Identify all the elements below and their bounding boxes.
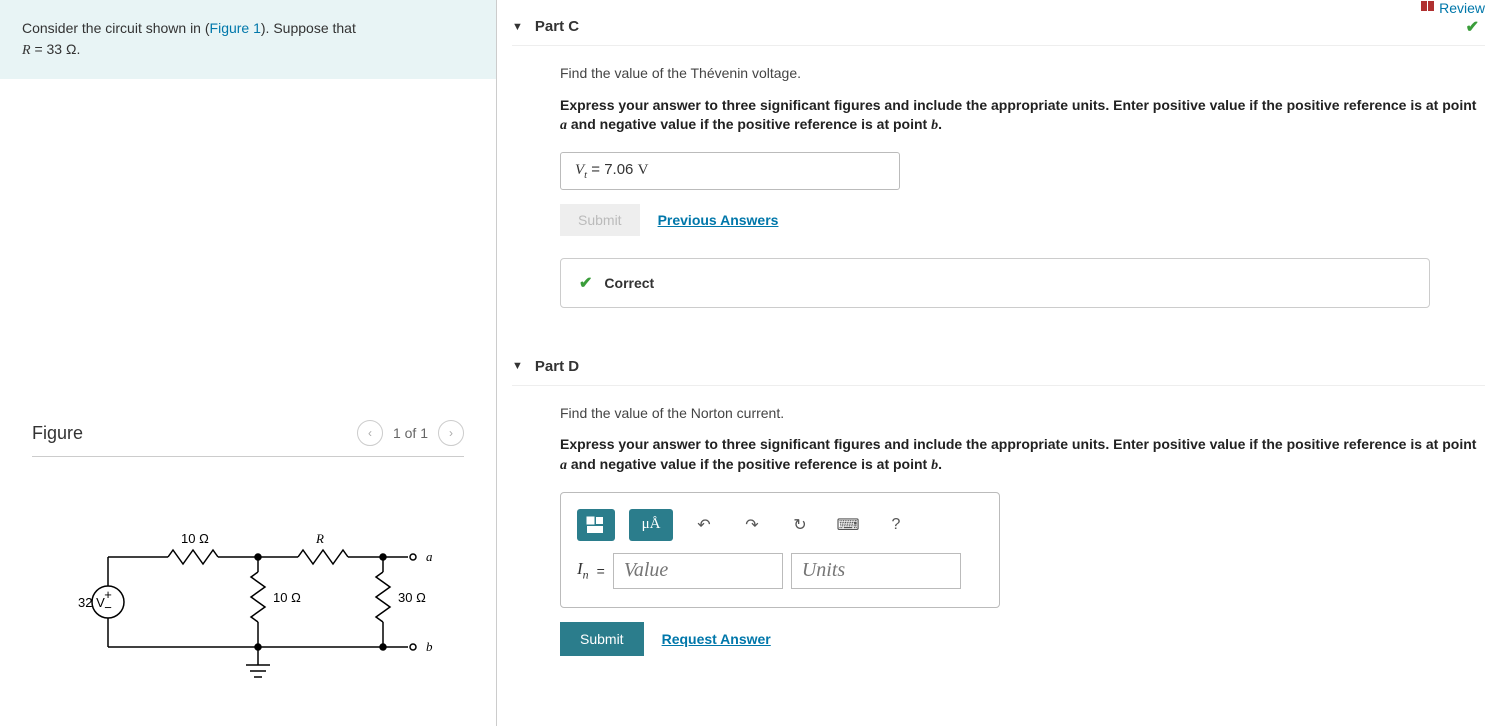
- part-c-instruction: Find the value of the Thévenin voltage.: [560, 64, 1485, 84]
- input-var: In: [577, 559, 589, 582]
- part-c-bold-instruction: Express your answer to three significant…: [560, 96, 1485, 136]
- pager-prev-button[interactable]: ‹: [357, 420, 383, 446]
- node-a: a: [426, 549, 433, 564]
- correct-feedback: ✔ Correct: [560, 258, 1430, 308]
- equation-var: R: [22, 43, 31, 58]
- figure-pager: ‹ 1 of 1 ›: [357, 420, 464, 446]
- node-b: b: [426, 639, 433, 654]
- r3-label: R: [315, 531, 324, 546]
- problem-statement: Consider the circuit shown in (Figure 1)…: [0, 0, 496, 79]
- answer-var: V: [575, 162, 584, 178]
- part-d-button-row: Submit Request Answer: [560, 622, 1485, 656]
- pager-next-button[interactable]: ›: [438, 420, 464, 446]
- check-icon: ✔: [579, 273, 592, 293]
- vs-label: 32 V: [78, 595, 105, 610]
- left-panel: Consider the circuit shown in (Figure 1)…: [0, 0, 497, 726]
- submit-button[interactable]: Submit: [560, 622, 644, 656]
- redo-button[interactable]: ↷: [735, 510, 769, 540]
- circuit-diagram: + −: [48, 527, 448, 687]
- undo-button[interactable]: ↶: [687, 510, 721, 540]
- template-button[interactable]: [577, 509, 615, 541]
- part-c-title: Part C: [535, 18, 579, 35]
- svg-text:−: −: [104, 600, 112, 615]
- part-c-button-row: Submit Previous Answers: [560, 204, 1485, 236]
- r1-label: 10 Ω: [181, 531, 209, 546]
- part-d-body: Find the value of the Norton current. Ex…: [512, 386, 1485, 674]
- part-c-body: Find the value of the Thévenin voltage. …: [512, 46, 1485, 326]
- problem-text-1: Consider the circuit shown in (: [22, 20, 210, 36]
- right-panel: Review ▼ Part C ✔ Find the value of the …: [497, 0, 1500, 726]
- answer-input-row: In =: [577, 553, 983, 589]
- part-c-answer-box: Vt = 7.06 V: [560, 152, 900, 190]
- r2-label: 10 Ω: [273, 590, 301, 605]
- help-button[interactable]: ?: [879, 510, 913, 540]
- figure-link[interactable]: Figure 1: [210, 20, 261, 36]
- submit-button-disabled: Submit: [560, 204, 640, 236]
- correct-label: Correct: [604, 275, 654, 291]
- reset-button[interactable]: ↻: [783, 510, 817, 540]
- figure-header: Figure ‹ 1 of 1 ›: [32, 420, 464, 457]
- part-d-title: Part D: [535, 358, 579, 375]
- part-d-bold-instruction: Express your answer to three significant…: [560, 435, 1485, 475]
- part-d-header[interactable]: ▼ Part D: [512, 348, 1485, 386]
- check-icon: ✔: [1466, 17, 1479, 37]
- request-answer-link[interactable]: Request Answer: [662, 631, 771, 647]
- keyboard-button[interactable]: ⌨: [831, 510, 865, 540]
- figure-section: Figure ‹ 1 of 1 › + −: [32, 420, 464, 687]
- problem-text-2: ). Suppose that: [261, 20, 356, 36]
- units-input[interactable]: [791, 553, 961, 589]
- answer-input-panel: μÅ ↶ ↷ ↻ ⌨ ? In =: [560, 492, 1000, 608]
- answer-toolbar: μÅ ↶ ↷ ↻ ⌨ ?: [577, 505, 983, 553]
- equation-rest: = 33 Ω.: [31, 41, 81, 57]
- caret-down-icon: ▼: [512, 21, 523, 33]
- part-d-instruction: Find the value of the Norton current.: [560, 404, 1485, 424]
- previous-answers-link[interactable]: Previous Answers: [658, 212, 779, 228]
- r4-label: 30 Ω: [398, 590, 426, 605]
- caret-down-icon: ▼: [512, 360, 523, 372]
- figure-title: Figure: [32, 423, 83, 444]
- part-c-header[interactable]: ▼ Part C ✔: [512, 8, 1485, 46]
- units-button[interactable]: μÅ: [629, 509, 673, 541]
- value-input[interactable]: [613, 553, 783, 589]
- pager-text: 1 of 1: [393, 425, 428, 441]
